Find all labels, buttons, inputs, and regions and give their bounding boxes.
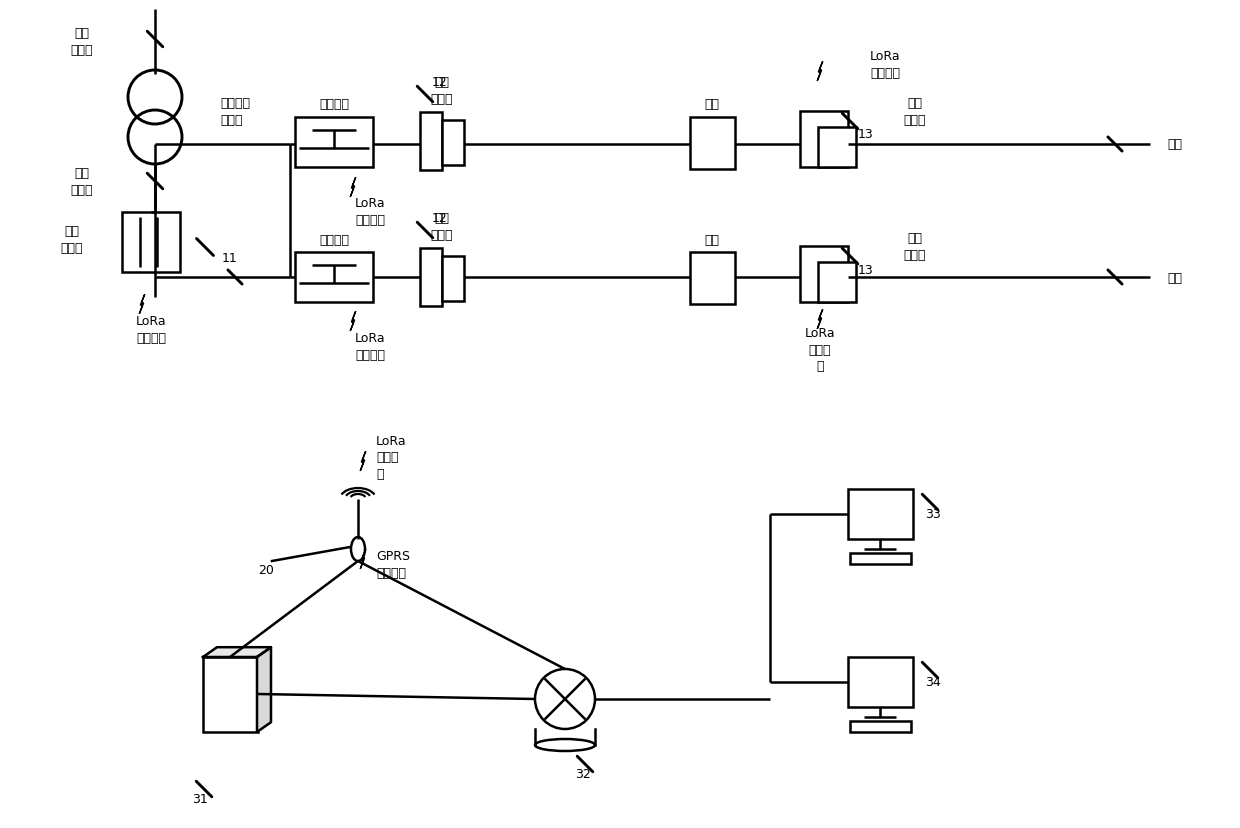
Bar <box>800 112 848 168</box>
Bar <box>420 248 441 306</box>
Bar <box>849 721 911 732</box>
Polygon shape <box>350 178 356 198</box>
Bar <box>295 118 373 168</box>
Bar <box>689 253 735 305</box>
Text: 用户: 用户 <box>1168 138 1183 152</box>
Text: 一级
监控点: 一级 监控点 <box>61 225 83 254</box>
Text: 12: 12 <box>432 76 448 89</box>
Text: 20: 20 <box>258 563 274 575</box>
Polygon shape <box>817 62 823 82</box>
Text: 高压
进线侧: 高压 进线侧 <box>71 27 93 56</box>
Bar <box>441 257 464 301</box>
Text: LoRa
无线通
讯: LoRa 无线通 讯 <box>805 326 836 373</box>
Text: LoRa
无线通讯: LoRa 无线通讯 <box>355 197 386 227</box>
Text: 三级
监控点: 三级 监控点 <box>904 232 926 262</box>
Bar <box>203 657 258 732</box>
Text: LoRa
无线通讯: LoRa 无线通讯 <box>355 332 386 361</box>
Text: LoRa
无线通讯: LoRa 无线通讯 <box>135 315 166 344</box>
Text: 二级
监控点: 二级 监控点 <box>430 212 454 242</box>
Bar <box>849 553 911 565</box>
Text: 33: 33 <box>925 508 941 521</box>
Bar <box>848 657 913 707</box>
Text: 户表: 户表 <box>704 99 719 111</box>
Text: 13: 13 <box>858 128 874 142</box>
Text: 二级
监控点: 二级 监控点 <box>430 76 454 106</box>
Bar <box>689 118 735 170</box>
Text: GPRS
无线通讯: GPRS 无线通讯 <box>376 550 410 579</box>
Text: LoRa
无线通
讯: LoRa 无线通 讯 <box>376 435 407 480</box>
Bar <box>441 121 464 166</box>
Text: 11: 11 <box>222 251 238 264</box>
Text: 34: 34 <box>925 676 941 689</box>
Text: 户表: 户表 <box>704 233 719 246</box>
Polygon shape <box>361 451 366 471</box>
Text: 12: 12 <box>432 212 448 225</box>
Text: 32: 32 <box>575 768 590 781</box>
Text: 低压
出线侧: 低压 出线侧 <box>71 167 93 196</box>
Bar <box>420 113 441 171</box>
Bar <box>818 128 856 168</box>
Polygon shape <box>817 310 823 330</box>
Bar <box>848 489 913 539</box>
Polygon shape <box>203 647 272 657</box>
Polygon shape <box>139 295 145 315</box>
Text: 分支开关: 分支开关 <box>319 233 348 246</box>
Bar <box>295 253 373 303</box>
Text: 三级
监控点: 三级 监控点 <box>904 97 926 127</box>
Text: LoRa
无线通讯: LoRa 无线通讯 <box>870 51 900 79</box>
Bar <box>122 213 180 272</box>
Text: 台区配电
变压器: 台区配电 变压器 <box>219 97 250 127</box>
Text: 31: 31 <box>192 792 208 806</box>
Text: 13: 13 <box>858 263 874 277</box>
Polygon shape <box>361 550 366 569</box>
Bar <box>818 262 856 303</box>
Polygon shape <box>257 647 272 732</box>
Bar <box>800 247 848 303</box>
Polygon shape <box>350 311 356 331</box>
Text: 分支开关: 分支开关 <box>319 99 348 111</box>
Text: 用户: 用户 <box>1168 272 1183 284</box>
